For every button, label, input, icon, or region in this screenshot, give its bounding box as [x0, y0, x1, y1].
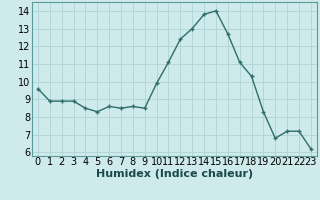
X-axis label: Humidex (Indice chaleur): Humidex (Indice chaleur)	[96, 169, 253, 179]
